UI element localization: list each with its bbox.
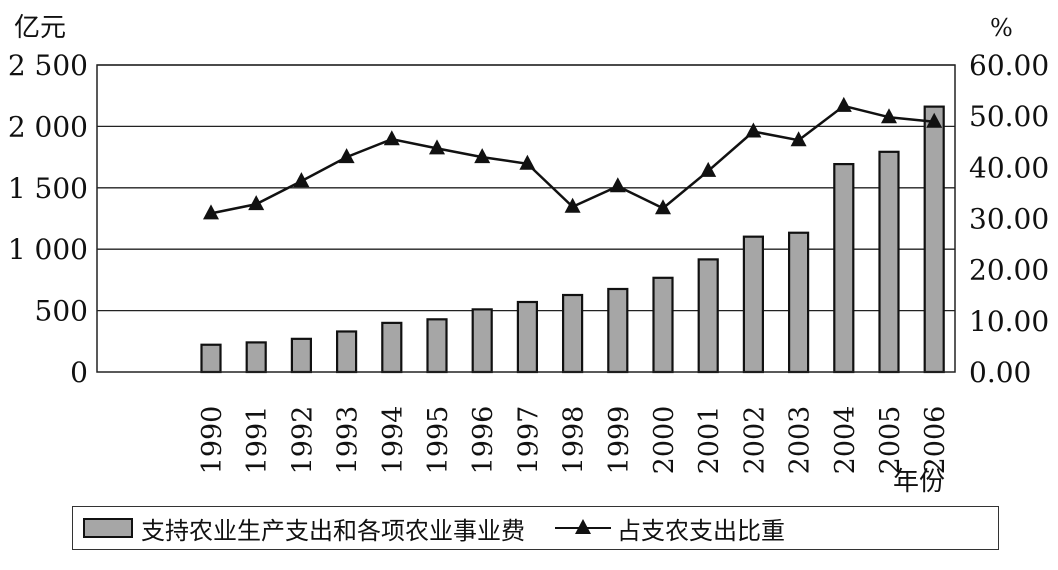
x-tick-label: 2003 (785, 406, 816, 475)
line-marker-triangle (564, 197, 581, 213)
line-marker-triangle (609, 177, 626, 193)
legend-label-bar: 支持农业生产支出和各项农业事业费 (141, 516, 525, 545)
right-tick-label: 40.00 (969, 151, 1049, 184)
bar (336, 330, 358, 374)
line-triangle-swatch-icon (555, 518, 611, 538)
bar (426, 318, 448, 374)
line-marker-triangle (293, 172, 310, 188)
bar-series (200, 105, 945, 374)
x-tick-label: 2004 (830, 406, 861, 475)
bar (787, 231, 810, 374)
x-tick-label: 1992 (287, 406, 318, 475)
left-tick-label: 2 000 (8, 110, 88, 143)
bar (290, 337, 312, 374)
bar (742, 235, 765, 374)
right-tick-label: 50.00 (969, 100, 1049, 133)
gridlines (97, 64, 955, 312)
line-marker-triangle (519, 154, 536, 170)
axes: 0 500 1 000 1 500 2 000 2 500 0.00 10.00 20.00 30… (8, 49, 1049, 474)
bar (516, 300, 539, 374)
line-marker-triangle (474, 148, 491, 164)
bar (561, 293, 584, 374)
x-tick-label: 1994 (378, 406, 409, 475)
line-path (210, 104, 935, 215)
right-axis-unit: % (990, 14, 1013, 42)
right-tick-label: 10.00 (969, 305, 1049, 338)
line-marker-triangle (790, 131, 807, 147)
right-tick-label: 20.00 (969, 254, 1049, 287)
bar (245, 341, 267, 374)
bar (652, 276, 674, 374)
legend-item-line: 占支农支出比重 (525, 511, 785, 546)
bar (381, 321, 403, 374)
x-tick-label: 1993 (333, 406, 364, 475)
bar (471, 308, 493, 374)
bar (200, 343, 222, 374)
line-marker-triangle (383, 130, 400, 146)
line-marker-triangle (203, 204, 219, 220)
x-tick-label: 1996 (468, 406, 499, 475)
x-tick-label: 1998 (559, 406, 590, 475)
line-series (203, 96, 943, 220)
bar (833, 162, 855, 374)
line-marker-triangle (745, 122, 762, 138)
x-tick-label: 1991 (242, 406, 273, 475)
x-tick-label: 1995 (423, 406, 454, 475)
x-tick-label: 2005 (875, 406, 906, 475)
x-tick-label: 1990 (197, 406, 228, 475)
x-tick-label: 1997 (513, 406, 544, 475)
line-marker-triangle (835, 96, 852, 112)
plot-frame (96, 64, 956, 373)
left-axis-unit: 亿元 (14, 13, 66, 43)
x-tick-label: 2002 (739, 406, 770, 475)
left-tick-label: 2 500 (8, 49, 88, 82)
x-axis-title: 年份 (893, 467, 945, 497)
line-marker-triangle (926, 112, 943, 128)
combo-chart: 0 500 1 000 1 500 2 000 2 500 0.00 10.00 20.00 30… (8, 13, 1049, 497)
legend-item-bar: 支持农业生产支出和各项农业事业费 (83, 511, 525, 546)
legend: 支持农业生产支出和各项农业事业费 占支农支出比重 (72, 506, 999, 550)
line-marker-triangle (700, 161, 717, 177)
line-marker-triangle (338, 148, 355, 164)
right-tick-label: 0.00 (969, 356, 1031, 389)
line-marker-triangle (881, 108, 897, 124)
legend-label-line: 占支农支出比重 (617, 516, 785, 545)
bar (697, 258, 719, 374)
bar (923, 105, 945, 374)
left-tick-label: 0 (70, 356, 88, 389)
left-tick-label: 500 (35, 295, 88, 328)
left-tick-label: 1 500 (8, 172, 88, 205)
right-tick-label: 30.00 (969, 203, 1049, 236)
line-marker-triangle (248, 195, 265, 211)
x-tick-label: 1999 (604, 406, 635, 475)
right-tick-label: 60.00 (969, 49, 1049, 82)
bar (607, 287, 629, 374)
line-marker-triangle (429, 139, 445, 155)
left-tick-label: 1 000 (8, 233, 88, 266)
x-tick-label: 2000 (649, 406, 680, 475)
x-tick-label: 2001 (694, 406, 725, 475)
bar-swatch-icon (83, 518, 133, 538)
x-tick-label: 2006 (920, 406, 951, 475)
bar (878, 150, 900, 374)
line-marker-triangle (655, 199, 671, 215)
